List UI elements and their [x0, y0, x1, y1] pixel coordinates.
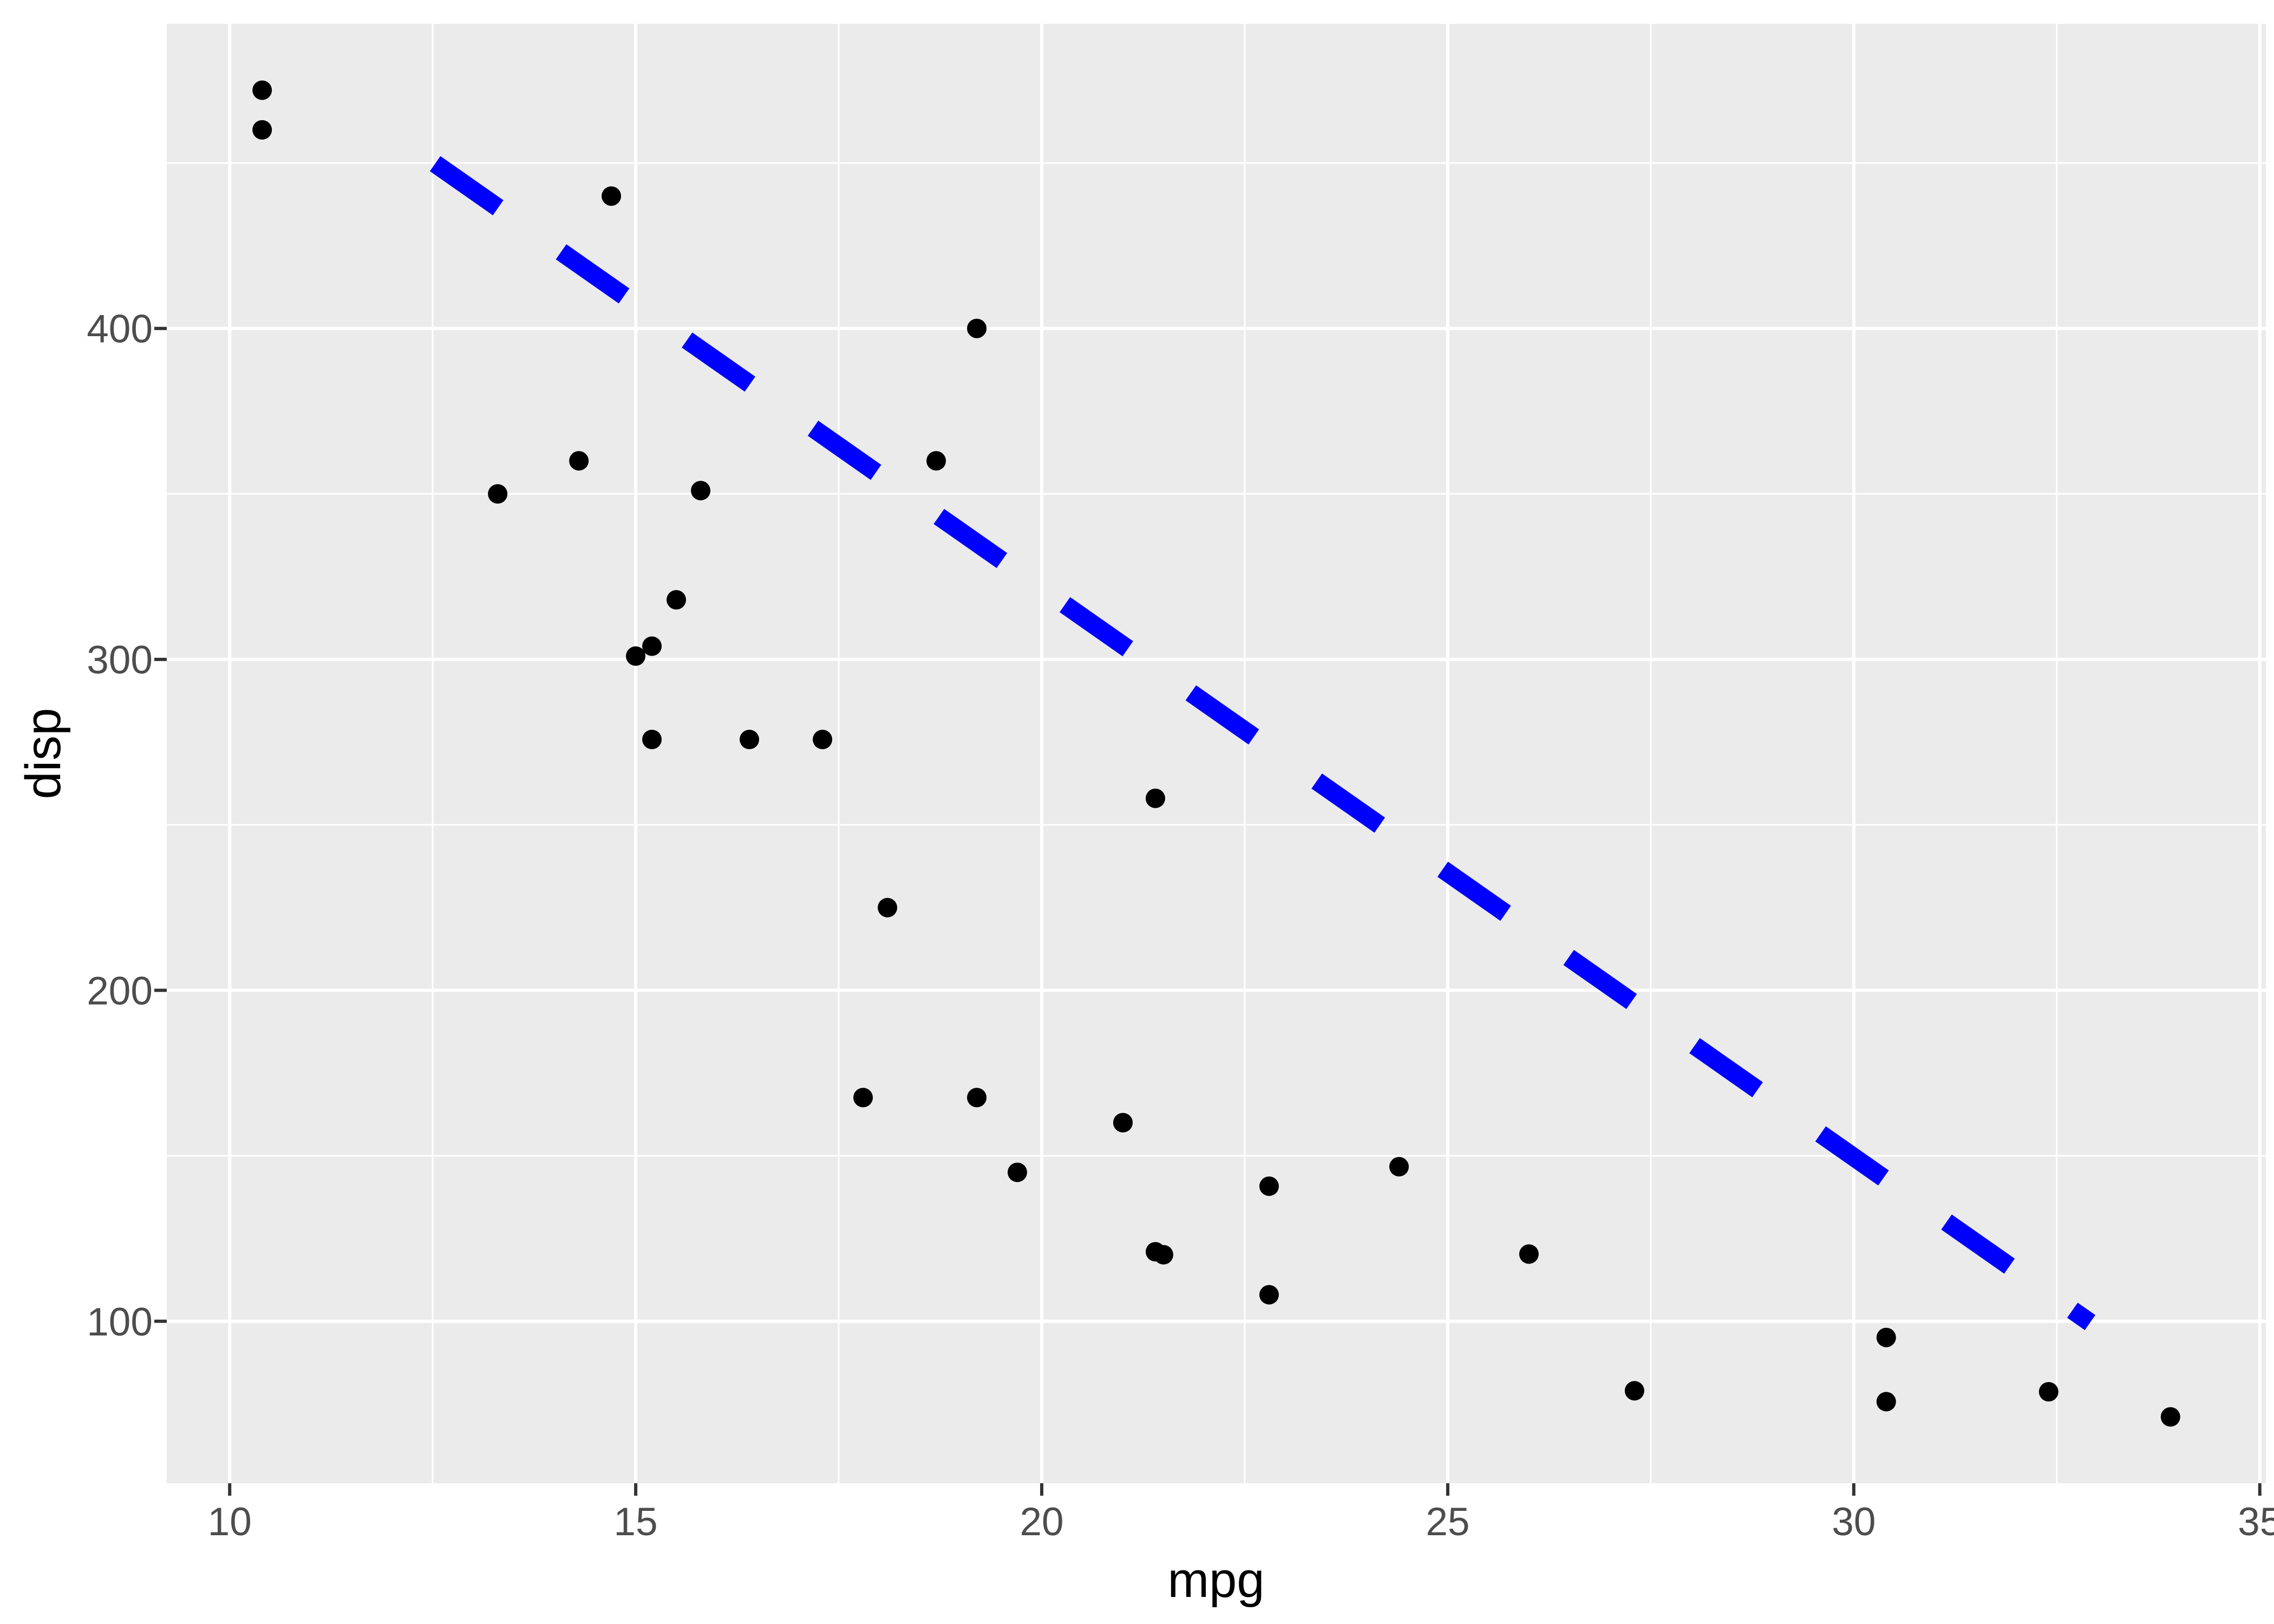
y-axis-tick-labels: 100 200 300 400 [87, 307, 153, 1344]
data-point [252, 120, 272, 140]
data-point [1876, 1327, 1896, 1347]
scatter-points [252, 80, 2180, 1427]
data-point [2038, 1382, 2059, 1402]
data-point [642, 636, 662, 656]
y-tick-label: 400 [87, 307, 153, 351]
data-point [2160, 1407, 2180, 1427]
x-axis-tick-labels: 10 15 20 25 30 35 [208, 1500, 2274, 1544]
y-tick-label: 100 [87, 1300, 153, 1344]
data-point [967, 1088, 987, 1108]
data-point [1008, 1162, 1027, 1182]
data-point [1519, 1244, 1539, 1264]
data-point [878, 898, 898, 918]
y-tick-label: 300 [87, 638, 153, 682]
trend-line-dashed [429, 156, 2096, 1331]
data-point [967, 318, 987, 338]
x-axis-ticks [228, 1483, 2262, 1496]
data-point [1113, 1112, 1133, 1132]
major-gridlines [167, 24, 2266, 1483]
data-point [926, 451, 946, 471]
data-point [1259, 1285, 1279, 1305]
data-point [626, 646, 646, 666]
data-point [602, 186, 622, 206]
data-point [1259, 1176, 1279, 1196]
panel-background [167, 24, 2266, 1483]
x-tick-label: 10 [208, 1500, 252, 1544]
x-tick-label: 30 [1832, 1500, 1876, 1544]
data-point [252, 80, 272, 100]
x-tick-label: 35 [2238, 1500, 2274, 1544]
x-axis-title: mpg [1168, 1553, 1265, 1608]
data-point [740, 730, 760, 749]
data-point [691, 481, 711, 501]
x-tick-label: 20 [1020, 1500, 1063, 1544]
data-point [666, 590, 687, 610]
data-point [488, 484, 508, 504]
data-point [813, 730, 833, 749]
y-tick-label: 200 [87, 969, 153, 1013]
minor-gridlines [167, 24, 2266, 1483]
x-tick-label: 25 [1426, 1500, 1469, 1544]
data-point [1876, 1392, 1896, 1412]
data-point [1389, 1157, 1409, 1177]
data-point [569, 451, 589, 471]
x-tick-label: 15 [614, 1500, 658, 1544]
data-point [642, 730, 662, 749]
data-point [1624, 1381, 1644, 1401]
y-axis-ticks [154, 326, 167, 1323]
data-point [1146, 1242, 1165, 1262]
data-point [1146, 788, 1165, 808]
data-point [853, 1088, 873, 1108]
y-axis-title: disp [16, 708, 71, 800]
